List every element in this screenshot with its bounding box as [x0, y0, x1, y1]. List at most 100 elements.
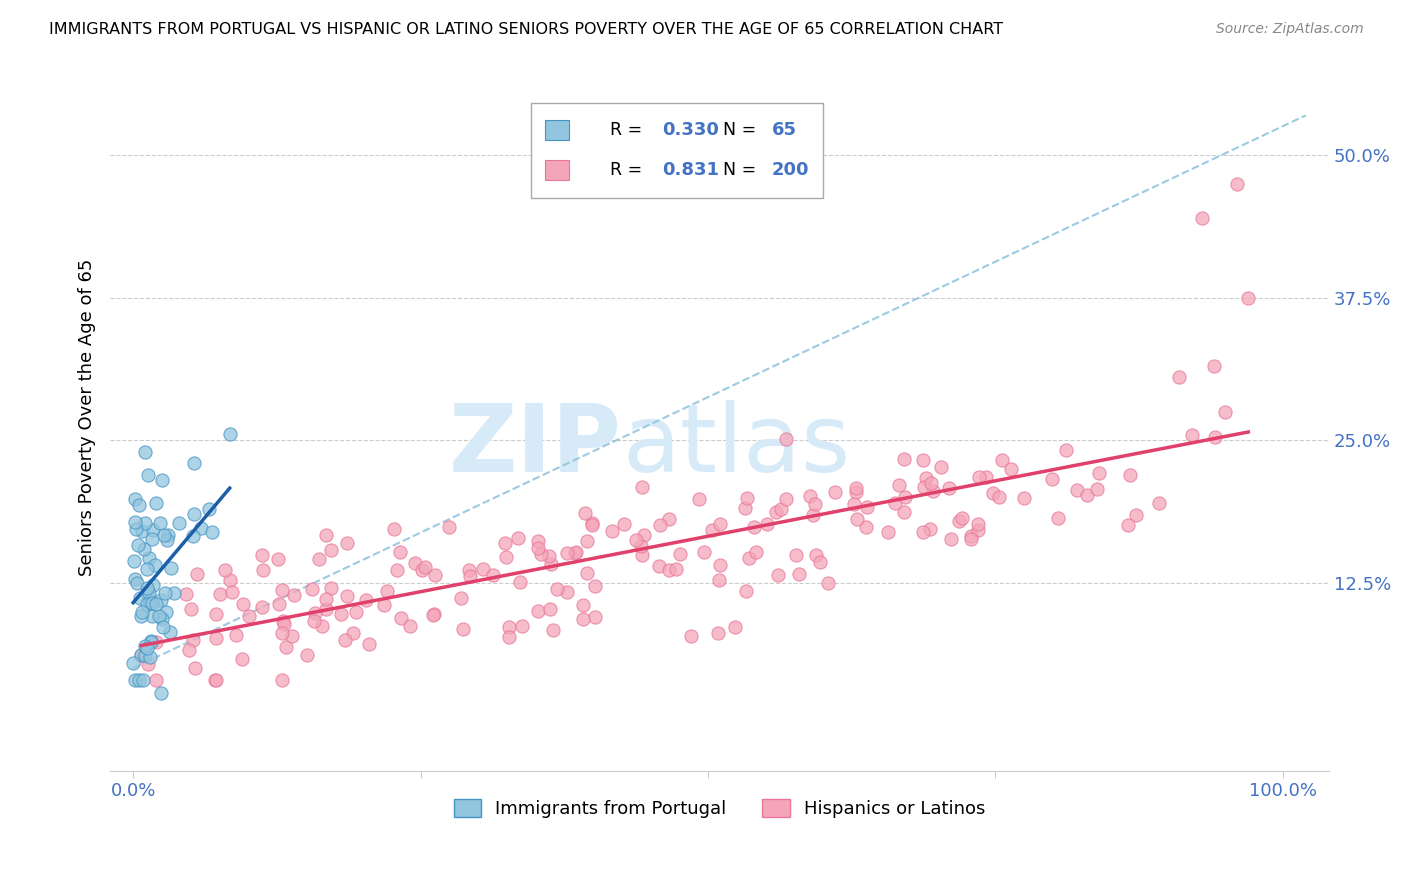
Point — [668, 547, 690, 561]
Point — [981, 486, 1004, 500]
Point — [914, 470, 936, 484]
Point — [498, 630, 520, 644]
Point — [1088, 466, 1111, 480]
Point — [128, 591, 150, 605]
FancyBboxPatch shape — [530, 103, 823, 198]
Text: atlas: atlas — [621, 400, 851, 491]
Point — [742, 520, 765, 534]
Point — [581, 516, 603, 530]
Text: ZIP: ZIP — [449, 400, 621, 491]
Point — [803, 508, 825, 523]
Point — [270, 625, 292, 640]
Point — [398, 619, 420, 633]
Text: 200: 200 — [772, 161, 810, 179]
Point — [845, 512, 868, 526]
Point — [472, 562, 495, 576]
Point — [142, 578, 165, 592]
Point — [688, 492, 710, 507]
Bar — [546, 161, 569, 180]
Point — [768, 567, 790, 582]
Point — [134, 445, 156, 459]
Point — [190, 521, 212, 535]
Point — [375, 584, 398, 599]
Point — [138, 650, 160, 665]
Point — [920, 522, 942, 536]
Point — [125, 575, 148, 590]
Point — [912, 453, 935, 467]
Point — [799, 489, 821, 503]
Point — [269, 597, 291, 611]
Point — [1056, 443, 1078, 458]
Point — [336, 589, 359, 603]
Point — [647, 558, 669, 573]
Point — [1040, 472, 1063, 486]
Point — [1046, 511, 1069, 525]
Point — [538, 601, 561, 615]
Point — [221, 585, 243, 599]
Point — [844, 498, 866, 512]
Point — [546, 582, 568, 596]
Point — [527, 604, 550, 618]
Point — [439, 520, 461, 534]
Point — [135, 581, 157, 595]
Point — [163, 586, 186, 600]
Point — [451, 622, 474, 636]
Point — [134, 541, 156, 556]
Point — [564, 545, 586, 559]
Point — [527, 533, 550, 548]
Text: Source: ZipAtlas.com: Source: ZipAtlas.com — [1216, 22, 1364, 37]
Point — [389, 611, 412, 625]
Point — [411, 563, 433, 577]
Point — [404, 556, 426, 570]
Point — [319, 543, 342, 558]
Point — [804, 497, 827, 511]
Point — [581, 518, 603, 533]
Point — [135, 640, 157, 655]
Point — [208, 586, 231, 600]
Point — [276, 640, 298, 655]
Point — [138, 585, 160, 599]
Point — [658, 512, 681, 526]
Point — [735, 584, 758, 599]
Point — [650, 518, 672, 533]
Point — [537, 549, 560, 564]
Point — [186, 567, 208, 582]
Point — [458, 569, 481, 583]
Point — [304, 607, 326, 621]
Point — [124, 522, 146, 536]
Point — [321, 581, 343, 595]
Point — [281, 629, 304, 643]
Point — [273, 616, 295, 631]
Point — [1213, 405, 1236, 419]
Point — [817, 576, 839, 591]
Point — [214, 563, 236, 577]
Point — [960, 529, 983, 543]
Point — [139, 633, 162, 648]
Point — [129, 648, 152, 662]
Point — [311, 618, 333, 632]
Point — [509, 574, 531, 589]
Point — [707, 626, 730, 640]
Point — [939, 532, 962, 546]
Point — [232, 597, 254, 611]
Point — [153, 527, 176, 541]
Point — [225, 628, 247, 642]
Point — [128, 673, 150, 687]
Point — [167, 516, 190, 531]
Point — [201, 525, 224, 540]
Point — [181, 632, 204, 647]
Point — [633, 528, 655, 542]
Point — [205, 673, 228, 687]
Point — [138, 467, 160, 482]
Point — [252, 563, 274, 577]
Point — [354, 592, 377, 607]
Point — [218, 427, 240, 442]
Point — [600, 524, 623, 539]
Point — [138, 551, 160, 566]
Point — [134, 639, 156, 653]
Point — [658, 563, 681, 577]
Point — [152, 619, 174, 633]
Point — [385, 563, 408, 577]
Point — [145, 597, 167, 611]
Text: N =: N = — [723, 161, 762, 179]
